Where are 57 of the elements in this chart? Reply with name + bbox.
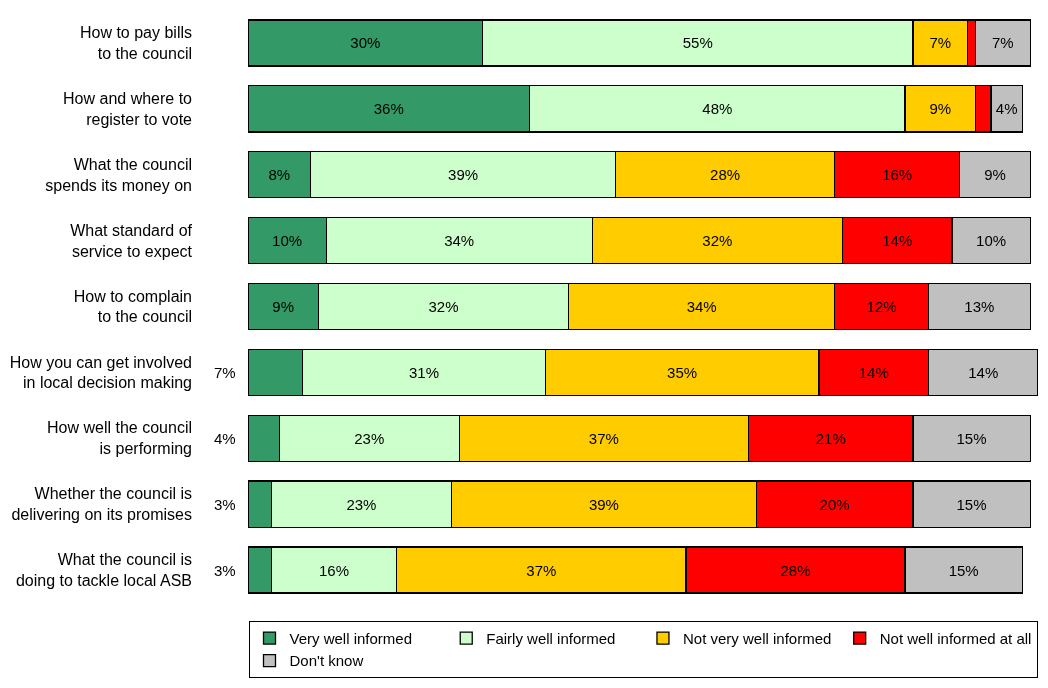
data-label: 23% [346,495,377,513]
data-label: 14% [882,232,913,250]
data-label: 10% [976,232,1007,250]
data-label: 9% [984,166,1006,184]
data-label: 7% [214,364,236,381]
data-label: 15% [956,429,987,447]
data-label: 14% [858,363,889,381]
legend-label: Fairly well informed [486,629,616,647]
data-label: 30% [350,34,381,52]
data-label: 3% [214,562,236,579]
data-label: 10% [272,232,303,250]
data-label: 16% [882,166,913,184]
data-label: 7% [929,34,952,52]
data-label: 15% [948,561,979,579]
data-label: 13% [964,298,995,315]
data-label: 36% [373,100,404,118]
data-label: 32% [702,232,733,250]
y-tick-label: How to pay bills to the council [79,24,192,62]
data-label: 48% [702,100,733,118]
legend-label: Don't know [289,652,364,670]
data-label: 21% [815,429,846,447]
data-label: 16% [319,561,350,579]
data-label: 32% [428,298,459,315]
legend-label: Not very well informed [682,629,832,647]
data-label: 3% [214,496,236,513]
data-label: 9% [929,100,952,118]
y-tick-label: What standard of service to expect [70,221,193,260]
data-label: 37% [588,429,619,447]
y-tick-label: How to complain to the council [73,287,192,326]
data-label: 39% [588,495,619,513]
data-label: 55% [682,34,713,52]
data-label: 39% [448,166,479,184]
data-label: 15% [956,495,987,513]
data-label: 35% [667,363,698,381]
data-label: 23% [354,429,385,447]
data-label: 34% [444,232,475,250]
data-label: 31% [408,363,440,381]
data-label: 14% [968,363,999,381]
data-label: 4% [214,430,236,447]
data-label: 8% [268,166,291,184]
data-label: 9% [272,298,295,315]
legend-label: Very well informed [289,629,413,647]
data-label: 28% [780,561,811,579]
y-tick-label: What the council is doing to tackle local ASB [15,551,192,590]
legend-label: Not well informed at all [879,629,1032,647]
y-tick-label: How and where to register to vote [63,90,193,128]
y-tick-label: How you can get involved in local decision making [9,353,192,392]
data-label: 34% [686,298,717,315]
data-label: 37% [526,561,557,579]
y-tick-label: How well the council is performing [47,419,192,458]
data-label: 7% [991,34,1014,52]
data-label: 4% [995,100,1018,118]
y-tick-label: What the council spends its money on [45,155,192,194]
y-tick-label: Whether the council is delivering on its promises [11,485,192,524]
data-label: 28% [710,166,741,184]
data-label: 12% [866,298,897,315]
data-label: 20% [819,495,850,513]
